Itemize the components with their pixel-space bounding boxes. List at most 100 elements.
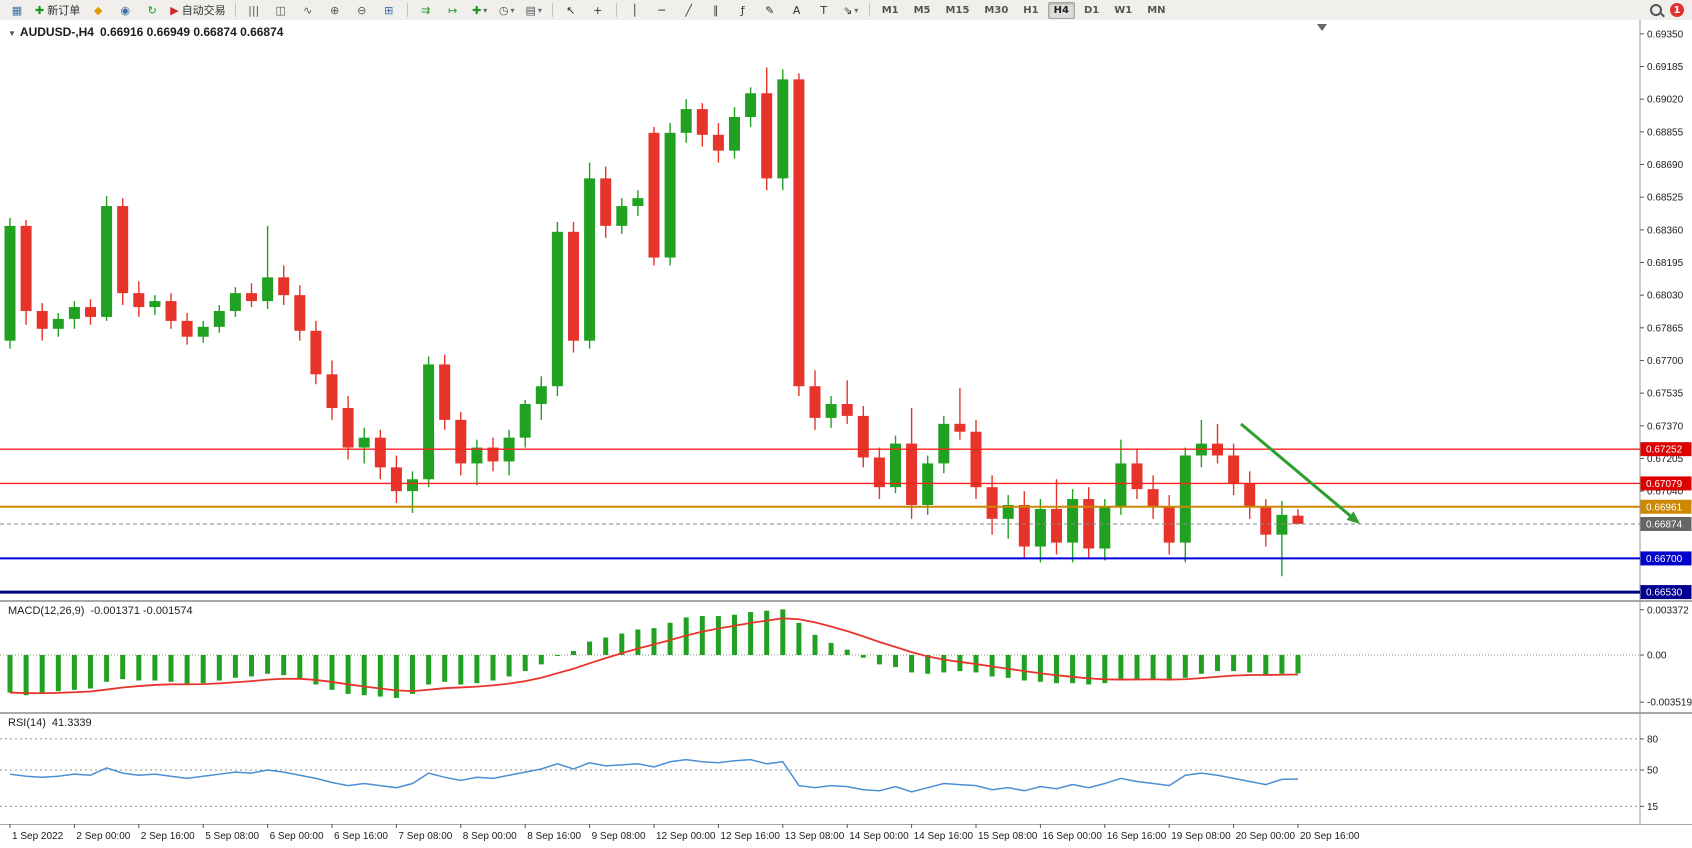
candle-body <box>342 407 354 448</box>
candlestick-mode-icon[interactable]: ◫ <box>268 1 294 20</box>
time-axis-label: 20 Sep 16:00 <box>1300 831 1360 842</box>
timeframe-m15-button[interactable]: M15 <box>945 4 970 16</box>
macd-bar <box>1070 654 1076 684</box>
panel-separator[interactable] <box>0 600 1692 602</box>
macd-bar <box>635 629 641 655</box>
chevron-down-icon: ▾ <box>483 5 488 15</box>
macd-bar <box>1021 654 1027 681</box>
vertical-line-tool-icon[interactable]: │ <box>622 1 648 20</box>
macd-bar <box>168 654 174 682</box>
candle-body <box>600 178 612 226</box>
notification-badge[interactable]: 1 <box>1670 3 1684 17</box>
trend-arrow-line[interactable] <box>1240 422 1355 520</box>
rsi-axis-label: 15 <box>1647 802 1659 813</box>
macd-bar <box>184 654 190 685</box>
panel-separator[interactable] <box>0 824 1692 825</box>
crosshair-tool-icon[interactable]: + <box>585 1 611 20</box>
macd-bar <box>522 654 528 672</box>
price-axis-label: 0.67205 <box>1647 454 1684 465</box>
chart-shift-marker[interactable] <box>1317 24 1327 31</box>
refresh-icon[interactable]: ↻ <box>139 1 165 20</box>
arrows-tool-button[interactable]: ⇘ ▾ <box>838 1 864 20</box>
candle-body <box>4 225 16 341</box>
tile-windows-icon[interactable]: ⊞ <box>376 1 402 20</box>
macd-bar <box>748 612 754 655</box>
macd-bar <box>1086 654 1092 685</box>
timeframe-m1-button[interactable]: M1 <box>881 4 899 16</box>
draw-tool-icon[interactable]: ✎ <box>757 1 783 20</box>
time-axis-label: 8 Sep 00:00 <box>463 831 517 842</box>
candle-body <box>1147 489 1159 507</box>
price-tag-label: 0.66530 <box>1646 588 1683 599</box>
collapse-chart-icon[interactable]: ▼ <box>8 29 16 38</box>
macd-bar <box>265 654 271 674</box>
templates-button[interactable]: ▤ ▾ <box>521 1 547 20</box>
cursor-tool-icon[interactable]: ↖ <box>558 1 584 20</box>
timeframe-d1-button[interactable]: D1 <box>1083 4 1100 16</box>
price-axis-label: 0.69185 <box>1647 62 1684 73</box>
macd-bar <box>393 654 399 698</box>
new-order-button[interactable]: ✚ 新订单 <box>31 1 84 20</box>
candle-body <box>213 310 225 327</box>
autotrading-button[interactable]: ▶ 自动交易 <box>166 1 229 20</box>
text-tool-icon[interactable]: A <box>784 1 810 20</box>
macd-bar <box>780 609 786 655</box>
panel-separator[interactable] <box>0 712 1692 714</box>
trendline-tool-icon[interactable]: ╱ <box>676 1 702 20</box>
timeframe-h4-button[interactable]: H4 <box>1047 1 1075 19</box>
line-chart-mode-icon[interactable]: ∿ <box>295 1 321 20</box>
candle-body <box>809 386 821 418</box>
channel-tool-icon[interactable]: ∥ <box>703 1 729 20</box>
chart-shift-icon[interactable]: ↦ <box>440 1 466 20</box>
horizontal-line-tool-icon[interactable]: ─ <box>649 1 675 20</box>
periods-glyph: ◷ <box>498 3 509 17</box>
candle-body <box>1099 506 1111 549</box>
price-axis-label: 0.69350 <box>1647 29 1684 40</box>
time-axis-label: 7 Sep 08:00 <box>398 831 452 842</box>
autotrading-glyph: ▶ <box>170 3 179 17</box>
timeframe-w1-button[interactable]: W1 <box>1114 4 1133 16</box>
zoom-out-icon[interactable]: ⊖ <box>349 1 375 20</box>
candle-body <box>390 467 402 492</box>
periods-button[interactable]: ◷ ▾ <box>494 1 520 20</box>
bar-chart-mode-icon[interactable]: ||| <box>241 1 267 20</box>
macd-bar <box>1263 654 1269 676</box>
macd-bar <box>152 654 158 681</box>
profiles-icon[interactable]: ◉ <box>112 1 138 20</box>
app-chart-icon[interactable]: ▦ <box>4 1 30 20</box>
indicators-button[interactable]: ✚ ▾ <box>467 1 493 20</box>
search-icon[interactable] <box>1650 4 1662 16</box>
timeframe-mn-button[interactable]: MN <box>1147 4 1166 16</box>
autotrading-button-label: 自动交易 <box>181 3 226 17</box>
macd-bar <box>571 650 576 655</box>
text-label-tool-icon[interactable]: T <box>811 1 837 20</box>
timeframe-m30-button[interactable]: M30 <box>984 4 1009 16</box>
candle-body <box>278 277 290 296</box>
candle-body <box>1034 508 1046 547</box>
macd-axis-label: 0.00 <box>1647 650 1667 661</box>
macd-bar <box>458 654 464 685</box>
toolbar-separator <box>551 3 553 17</box>
candle-body <box>632 198 644 207</box>
time-axis-label: 16 Sep 00:00 <box>1042 831 1102 842</box>
zoom-in-icon[interactable]: ⊕ <box>322 1 348 20</box>
candle-body <box>326 374 338 408</box>
auto-scroll-icon[interactable]: ⇉ <box>413 1 439 20</box>
macd-bar <box>1198 654 1204 674</box>
candle-body <box>712 134 724 151</box>
macd-bar <box>329 654 335 690</box>
candle-body <box>938 423 950 464</box>
chart-window[interactable]: 0.69350 0.69185 0.69020 0.68855 0.68690 0.685… <box>0 20 1692 848</box>
price-axis-label: 0.67535 <box>1647 389 1684 400</box>
timeframe-m5-button[interactable]: M5 <box>913 4 931 16</box>
trendline-tool-icon-glyph: ╱ <box>685 3 692 17</box>
price-axis-label: 0.68030 <box>1647 291 1684 302</box>
price-axis-label: 0.68855 <box>1647 127 1684 138</box>
new-chart-icon[interactable]: ◆ <box>85 1 111 20</box>
timeframe-h1-button[interactable]: H1 <box>1023 4 1039 16</box>
candle-body <box>535 386 547 405</box>
fibonacci-tool-icon[interactable]: ƒ <box>730 1 756 20</box>
candle-body <box>696 109 708 135</box>
candle-body <box>729 116 740 151</box>
